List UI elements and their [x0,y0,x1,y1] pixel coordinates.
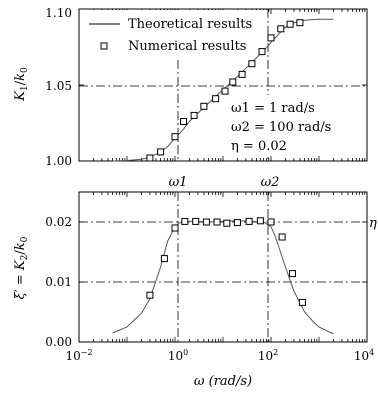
top-numerical-point-11 [258,48,266,56]
bottom-reference-lines [79,192,367,342]
bottom-theoretical-curve [112,220,334,335]
omega2-label: ω2 [261,175,280,190]
legend-label-numerical: Numerical results [128,39,246,54]
xtick-label-1e0: 100 [168,348,188,363]
bottom-numerical-point-10 [256,217,264,225]
annotation-omega2: ω2 = 100 rad/s [231,120,331,135]
top-ytick-label-100: 1.00 [45,154,72,168]
top-numerical-point-6 [212,95,220,103]
legend-square-swatch [100,42,108,50]
top-numerical-point-3 [180,118,187,125]
bottom-plot-frame [78,191,368,343]
top-numerical-point-14 [286,20,294,28]
top-ytick-label-105: 1.05 [45,79,72,93]
x-tick-labels: 10−2 100 102 104 [65,348,374,363]
bottom-ytick-label-000: 0.00 [45,335,72,349]
xtick-label-1e2: 102 [258,348,278,363]
annotation-omega1: ω1 = 1 rad/s [231,101,315,116]
bottom-numerical-point-3 [181,217,189,225]
bottom-numerical-point-6 [213,218,221,226]
xtick-label-1e4: 104 [354,348,374,363]
top-numerical-point-10 [248,60,256,68]
legend: Theoretical results Numerical results [80,10,267,60]
bottom-numerical-point-14 [298,298,306,306]
bottom-ytick-label-002: 0.02 [45,215,72,229]
top-numerical-point-15 [296,19,304,27]
eta-right-label: η [369,216,377,231]
bottom-numerical-point-7 [223,219,231,227]
legend-label-theoretical: Theoretical results [128,17,252,32]
bottom-numerical-point-4 [192,217,200,225]
top-ytick-label-110: 1.10 [45,6,72,20]
bottom-y-axis-title: ξ′ = K2/k0 [13,236,30,299]
bottom-numerical-point-13 [289,270,296,278]
top-series-layer [112,18,334,162]
bottom-numerical-point-9 [245,217,253,225]
x-axis-title: ω (rad/s) [194,374,252,389]
bottom-panel: 0.02 0.01 0.00 η ξ′ = K2/k0 10−2 100 102… [13,191,377,389]
top-y-axis-title: K1/k0 [13,67,30,102]
top-numerical-point-4 [190,111,198,119]
top-numerical-point-13 [277,25,285,33]
top-numerical-point-12 [267,34,275,42]
bottom-ytick-label-001: 0.01 [45,275,72,289]
bottom-numerical-point-2 [171,224,179,232]
top-annotations: ω1 = 1 rad/s ω2 = 100 rad/s η = 0.02 [226,95,362,155]
bottom-numerical-point-8 [233,219,241,227]
bottom-numerical-point-11 [267,218,275,226]
top-numerical-point-1 [157,148,165,156]
bottom-numerical-point-1 [160,255,168,263]
top-numerical-point-2 [171,133,179,141]
top-numerical-point-8 [229,78,237,86]
bottom-axis-ticks [78,192,368,343]
annotation-box [226,95,362,155]
top-numerical-point-0 [146,154,154,162]
bottom-numerical-point-12 [278,233,286,241]
bottom-numerical-point-5 [202,218,210,226]
top-numerical-point-9 [238,70,246,78]
top-numerical-point-5 [200,102,208,110]
xtick-label-1e-2: 10−2 [65,348,92,363]
annotation-eta: η = 0.02 [231,139,287,154]
omega1-label: ω1 [169,175,188,190]
legend-box [80,10,267,60]
top-numerical-point-7 [221,87,229,95]
bottom-numerical-point-0 [146,291,154,299]
bottom-series-layer [112,217,334,335]
top-panel: 1.10 1.05 1.00 K1/k0 Theoretical results… [13,6,368,168]
